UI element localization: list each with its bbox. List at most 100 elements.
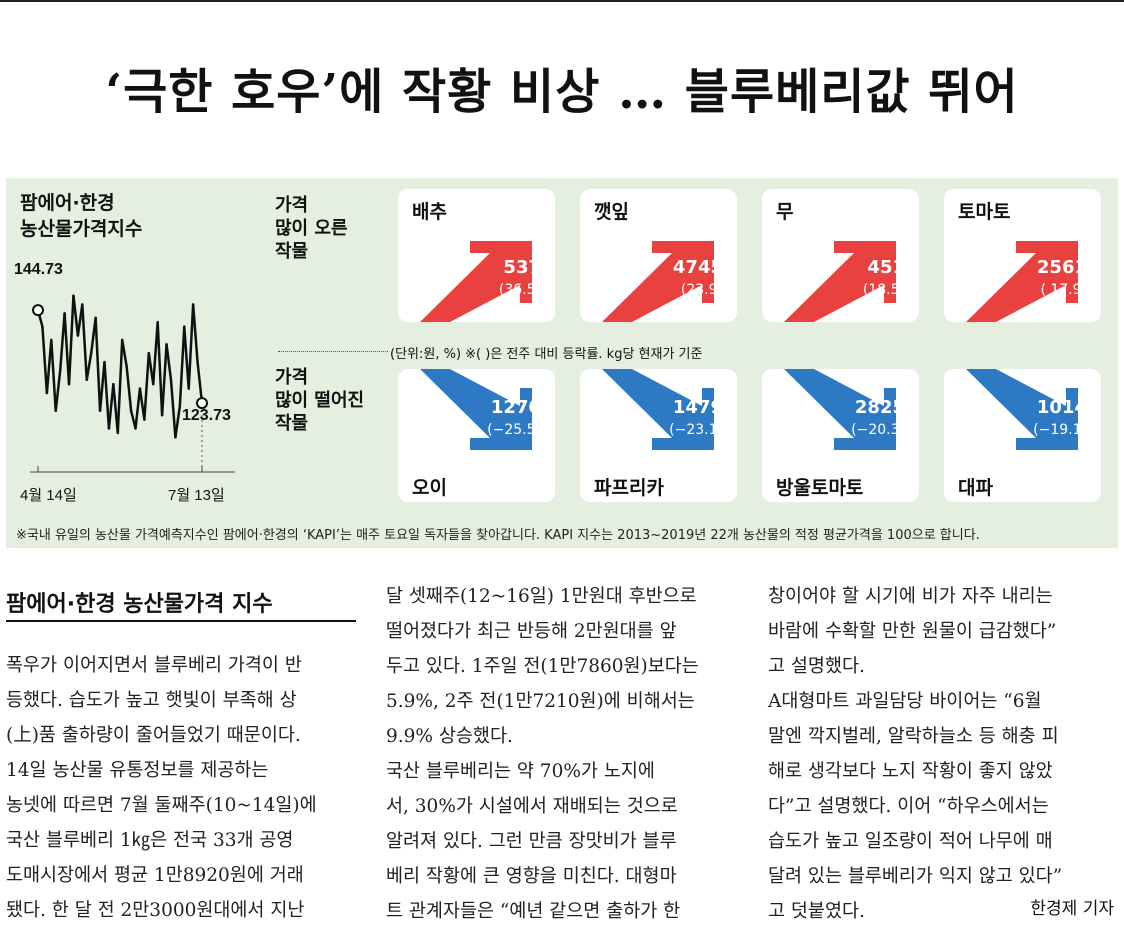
falling-card: 2825 (−20.3) 방울토마토: [762, 369, 919, 502]
rising-card: 배추 537 (36.5): [398, 189, 555, 322]
text-line: 두고 있다. 1주일 전(1만7860원)보다는: [386, 656, 699, 677]
line-segment: [183, 325, 190, 390]
text-line: (上)품 출하량이 줄어들었기 때문이다.: [6, 725, 301, 746]
line-segment: [98, 360, 106, 412]
x-start-label: 4월 14일: [20, 487, 77, 504]
index-line: [36, 294, 204, 439]
line-segment: [41, 325, 49, 395]
price-value: 537: [503, 257, 541, 278]
crop-name: 오이: [412, 477, 447, 499]
line-segment: [94, 316, 102, 412]
change-value: (−19.1): [1033, 422, 1087, 438]
rising-card: 깻잎 4745 (23.9): [580, 189, 737, 322]
chart-title: 팜에어·한경 농산물가격지수: [20, 190, 142, 242]
line-segment: [178, 325, 186, 408]
x-end-label: 7월 13일: [168, 487, 225, 504]
text-line: 됐다. 한 달 전 2만3000원대에서 지난: [6, 900, 305, 921]
change-value: (36.5): [498, 282, 541, 298]
text-line: 폭우가 이어지면서 블루베리 가격이 반: [6, 655, 302, 676]
line-segment: [125, 365, 133, 412]
price-value: 451: [867, 257, 905, 278]
up-arrow-icon: [966, 241, 1078, 322]
price-value: 4745: [672, 257, 723, 278]
price-value: 2561: [1036, 257, 1087, 278]
text-line: 베리 작황에 큰 영향을 미친다. 대형마: [386, 866, 677, 887]
article-column-3: 창이어야 할 시기에 비가 자주 내리는 바람에 수확할 만한 원물이 급감했다…: [768, 579, 1062, 929]
up-arrow-icon: [784, 241, 896, 322]
falling-card: 1479 (−23.1) 파프리카: [580, 369, 737, 502]
text-line: 해로 생각보다 노지 작황이 좋지 않았: [768, 761, 1053, 782]
line-segment: [85, 351, 93, 382]
start-value-label: 144.73: [14, 261, 63, 278]
crop-price: 2825 (−20.3): [851, 397, 905, 441]
text-line: 고 덧붙였다.: [768, 901, 865, 922]
line-segment: [143, 351, 151, 421]
line-segment: [165, 343, 173, 382]
rising-label-line1: 가격: [275, 195, 309, 216]
headline: ‘극한 호우’에 작황 비상 … 블루베리값 뛰어: [105, 64, 1019, 120]
up-arrow-icon: [602, 241, 714, 322]
text-line: 5.9%, 2주 전(1만7210원)에 비해서는: [386, 691, 695, 712]
line-segment: [81, 303, 89, 382]
line-segment: [160, 343, 168, 417]
crop-price: 1270 (−25.5): [487, 397, 541, 441]
falling-label: 가격 많이 떨어진 작물: [275, 366, 364, 435]
down-arrow-icon: [602, 369, 714, 450]
text-line: 습도가 높고 일조량이 적어 나무에 매: [768, 831, 1053, 852]
down-arrow-icon: [784, 369, 896, 450]
price-value: 2825: [854, 397, 905, 418]
line-segment: [187, 303, 195, 390]
start-point: [32, 304, 44, 317]
crop-name: 대파: [958, 477, 993, 499]
price-value: 1014: [1036, 397, 1087, 418]
text-line: A대형마트 과일담당 바이어는 “6월: [768, 691, 1042, 712]
change-value: (23.9): [680, 282, 723, 298]
crop-price: 537 (36.5): [499, 257, 541, 301]
text-line: 트 관계자들은 “예년 같으면 출하가 한: [386, 901, 681, 922]
byline: 한경제 기자: [1030, 899, 1114, 919]
chart-title-line1: 팜에어·한경: [20, 192, 115, 214]
rising-label-line2: 많이 오른: [275, 218, 348, 239]
line-segment: [156, 321, 164, 417]
line-segment: [107, 382, 115, 430]
falling-label-line3: 작물: [275, 413, 309, 434]
text-line: 말엔 깍지벌레, 알락하늘소 등 해충 피: [768, 726, 1059, 747]
text-line: 등했다. 습도가 높고 햇빛이 부족해 상: [6, 690, 297, 711]
end-point: [196, 397, 208, 410]
infographic-footnote: ※국내 유일의 농산물 가격예측지수인 팜에어·한경의 ‘KAPI’는 매주 토…: [16, 528, 980, 543]
line-segment: [58, 312, 66, 373]
line-segment: [116, 338, 124, 435]
falling-card: 1270 (−25.5) 오이: [398, 369, 555, 502]
change-value: (−20.3): [851, 422, 905, 438]
top-rule: [0, 0, 1124, 2]
crop-name: 깻잎: [594, 201, 629, 223]
up-arrow-icon: [420, 241, 532, 322]
text-line: 국산 블루베리 1㎏은 전국 33개 공영: [6, 830, 294, 851]
change-value: (−25.5): [487, 422, 541, 438]
line-segment: [50, 338, 57, 412]
line-segment: [191, 303, 199, 364]
falling-label-line1: 가격: [275, 367, 309, 388]
text-line: 9.9% 상승했다.: [386, 726, 513, 747]
change-value: (−23.1): [669, 422, 723, 438]
section-title: 팜에어·한경 농산물가격 지수: [6, 592, 273, 617]
crop-name: 방울토마토: [776, 477, 864, 499]
falling-card: 1014 (−19.1) 대파: [944, 369, 1101, 502]
end-value-label: 123.73: [182, 407, 231, 424]
change-value: ( 17.9): [1040, 282, 1087, 298]
line-segment: [120, 338, 128, 368]
line-segment: [174, 405, 182, 439]
crop-price: 2561 ( 17.9): [1037, 257, 1087, 301]
price-value: 1479: [672, 397, 723, 418]
crop-price: 1014 (−19.1): [1033, 397, 1087, 441]
line-segment: [45, 338, 53, 395]
rising-label-line3: 작물: [275, 241, 309, 262]
text-line: 고 설명했다.: [768, 656, 865, 677]
text-line: 도매시장에서 평균 1만8920원에 거래: [6, 865, 304, 886]
text-line: 다”고 설명했다. 이어 “하우스에서는: [768, 796, 1049, 817]
down-arrow-icon: [420, 369, 532, 450]
line-segment: [72, 294, 80, 337]
crop-name: 토마토: [958, 201, 1011, 223]
line-segment: [63, 312, 71, 386]
unit-note: (단위:원, %) ※( )은 전주 대비 등락률. kg당 현재가 기준: [390, 347, 703, 362]
